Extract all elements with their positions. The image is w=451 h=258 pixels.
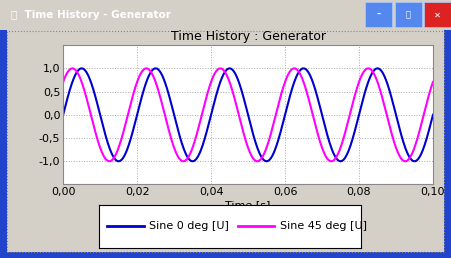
Text: Sine 0 deg [U]: Sine 0 deg [U] (149, 221, 229, 231)
FancyBboxPatch shape (424, 2, 451, 27)
Bar (0, 252, 451, 258)
FancyBboxPatch shape (365, 2, 392, 27)
Text: ✕: ✕ (434, 10, 441, 19)
Title: Time History : Generator: Time History : Generator (170, 30, 326, 43)
Text: ⬜: ⬜ (405, 10, 411, 19)
Bar (0, 30, 7, 258)
Text: 📈  Time History - Generator: 📈 Time History - Generator (11, 10, 171, 20)
X-axis label: Time [s]: Time [s] (226, 200, 271, 210)
Text: –: – (377, 10, 381, 19)
Bar (444, 30, 451, 258)
FancyBboxPatch shape (395, 2, 422, 27)
Text: Sine 45 deg [U]: Sine 45 deg [U] (280, 221, 367, 231)
